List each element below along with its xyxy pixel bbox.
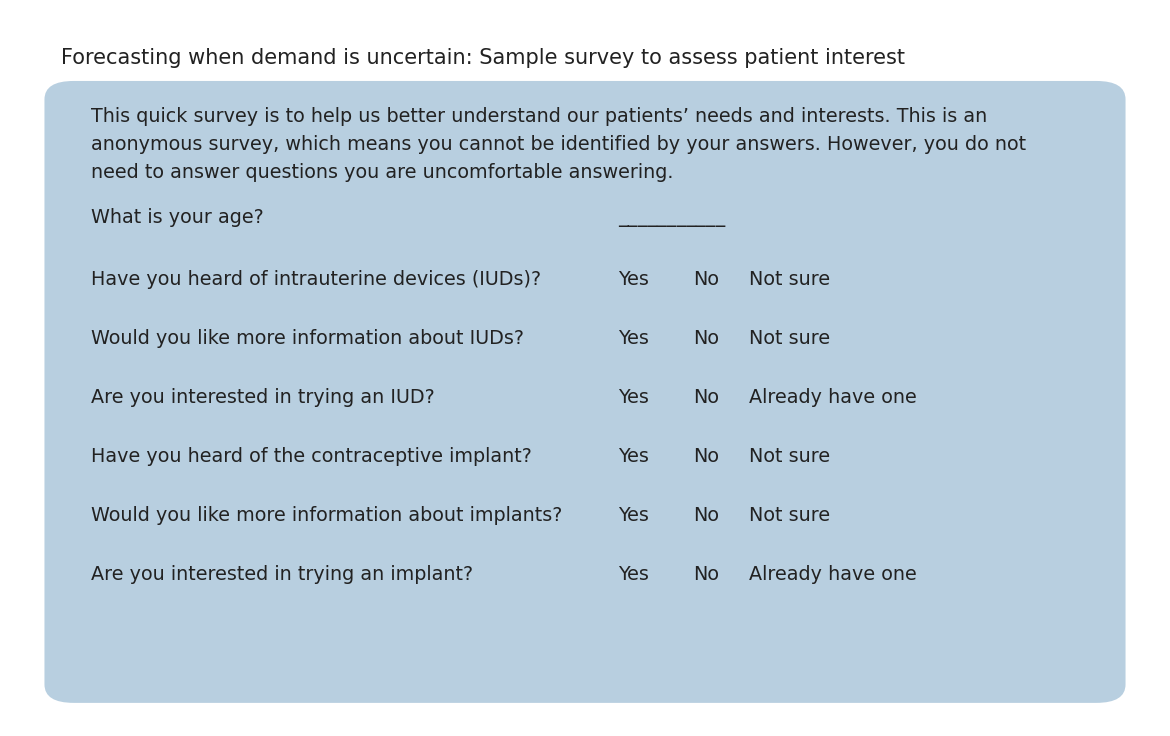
Text: Yes: Yes: [618, 447, 648, 466]
Text: Not sure: Not sure: [749, 447, 830, 466]
Text: Not sure: Not sure: [749, 329, 830, 348]
Text: What is your age?: What is your age?: [91, 208, 264, 227]
Text: No: No: [693, 506, 718, 525]
Text: Yes: Yes: [618, 565, 648, 584]
Text: Would you like more information about implants?: Would you like more information about im…: [91, 506, 563, 525]
Text: Not sure: Not sure: [749, 506, 830, 525]
Text: Forecasting when demand is uncertain: Sample survey to assess patient interest: Forecasting when demand is uncertain: Sa…: [61, 48, 904, 68]
Text: Are you interested in trying an IUD?: Are you interested in trying an IUD?: [91, 388, 435, 407]
FancyBboxPatch shape: [44, 81, 1126, 703]
Text: Already have one: Already have one: [749, 565, 916, 584]
Text: No: No: [693, 388, 718, 407]
Text: Yes: Yes: [618, 270, 648, 289]
Text: Already have one: Already have one: [749, 388, 916, 407]
Text: Not sure: Not sure: [749, 270, 830, 289]
Text: Would you like more information about IUDs?: Would you like more information about IU…: [91, 329, 524, 348]
Text: Yes: Yes: [618, 388, 648, 407]
Text: Have you heard of intrauterine devices (IUDs)?: Have you heard of intrauterine devices (…: [91, 270, 542, 289]
Text: Yes: Yes: [618, 506, 648, 525]
Text: No: No: [693, 329, 718, 348]
Text: ___________: ___________: [618, 208, 725, 227]
Text: Are you interested in trying an implant?: Are you interested in trying an implant?: [91, 565, 474, 584]
Text: Yes: Yes: [618, 329, 648, 348]
Text: No: No: [693, 270, 718, 289]
Text: Have you heard of the contraceptive implant?: Have you heard of the contraceptive impl…: [91, 447, 532, 466]
Text: This quick survey is to help us better understand our patients’ needs and intere: This quick survey is to help us better u…: [91, 107, 1026, 182]
Text: No: No: [693, 565, 718, 584]
Text: No: No: [693, 447, 718, 466]
